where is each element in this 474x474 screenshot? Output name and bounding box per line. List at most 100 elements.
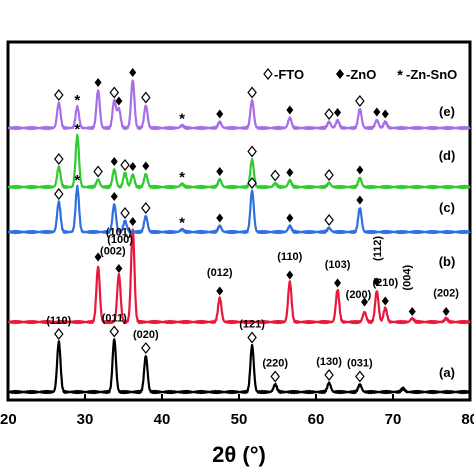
zno-marker [129, 68, 137, 77]
hkl-label: (004) [401, 264, 413, 290]
zno-marker [361, 297, 369, 307]
fto-marker [324, 369, 334, 381]
fto-marker [54, 153, 64, 165]
zno-marker [94, 78, 102, 87]
fto-marker [247, 86, 257, 99]
fto-marker [93, 165, 103, 178]
series-line [7, 133, 471, 190]
legend-zno-symbol [336, 69, 344, 79]
x-tick-label: 30 [77, 411, 94, 428]
x-tick-label: 70 [385, 411, 402, 428]
zno-marker [110, 192, 118, 201]
zno-marker [94, 252, 102, 262]
fto-marker [247, 177, 257, 189]
zno-marker [115, 264, 123, 273]
series-line [7, 228, 471, 325]
fto-marker [54, 188, 64, 200]
x-tick-label: 50 [231, 411, 248, 428]
fto-marker [324, 108, 334, 120]
legend: -FTO -ZnO * -Zn-SnO [263, 67, 457, 84]
zno-marker [115, 96, 123, 106]
hkl-label: (031) [347, 358, 373, 370]
hkl-label: (101) [106, 227, 132, 239]
legend-fto-symbol [263, 68, 273, 80]
fto-marker [54, 89, 64, 101]
zno-marker [373, 277, 381, 287]
x-tick-label: 60 [308, 411, 325, 428]
zno-marker [286, 105, 294, 115]
x-tick-label: 80 [461, 411, 474, 428]
hkl-label: (012) [207, 267, 233, 279]
hkl-label: (020) [133, 329, 159, 341]
zno-marker [216, 213, 224, 223]
hkl-label: (110) [46, 315, 71, 327]
zno-marker [408, 307, 416, 316]
zno-marker [216, 167, 224, 176]
x-tick-label: 20 [0, 411, 17, 428]
curves: (a) (b) (c) (d) (e) [7, 79, 471, 395]
zno-marker [110, 157, 118, 166]
hkl-label: (100) [107, 234, 133, 246]
znsno-marker: * [74, 92, 80, 109]
zno-marker [129, 162, 137, 171]
fto-marker [109, 325, 120, 338]
zno-marker [216, 286, 224, 296]
legend-entry-label: -FTO [274, 67, 304, 82]
fto-marker [355, 95, 365, 107]
x-axis-title: 2θ (°) [212, 442, 266, 467]
znsno-marker: * [179, 215, 185, 232]
zno-marker [356, 195, 364, 205]
fto-marker [247, 331, 257, 344]
x-axis: 20 30 40 50 60 70 80 [0, 394, 474, 428]
zno-marker [334, 278, 342, 288]
curve-label: (d) [439, 148, 456, 163]
legend-znsno-symbol: * [397, 67, 403, 84]
fto-marker [270, 169, 280, 182]
znsno-marker: * [179, 111, 185, 128]
x-tick-label: 40 [154, 411, 171, 428]
zno-marker [286, 213, 294, 223]
znsno-marker: * [74, 121, 80, 138]
zno-marker [373, 107, 381, 117]
curve-label: (c) [439, 200, 455, 215]
fto-marker [247, 145, 257, 158]
peak-annotations: (110) (011) (020) (121) (220) (130) (031) (100)… [46, 68, 459, 383]
curve-label: (b) [439, 254, 456, 269]
fto-marker [141, 342, 151, 354]
hkl-label: (210) [372, 277, 398, 289]
znsno-marker: * [179, 169, 185, 186]
legend-entry-label: -ZnO [346, 67, 376, 82]
fto-marker [120, 159, 130, 171]
zno-marker [381, 109, 389, 119]
fto-marker [54, 328, 64, 340]
fto-marker [120, 207, 130, 219]
hkl-label: (103) [325, 259, 351, 271]
hkl-label: (200) [346, 289, 372, 301]
curve-label: (a) [439, 365, 455, 380]
series-line [7, 184, 471, 235]
zno-marker [286, 168, 294, 177]
fto-marker [324, 169, 334, 181]
hkl-label: (220) [262, 358, 288, 370]
fto-marker [324, 214, 334, 226]
fto-marker [141, 91, 151, 104]
hkl-label: (110) [277, 251, 302, 263]
fto-marker [141, 202, 151, 214]
hkl-label: (002) [100, 246, 126, 258]
zno-marker [286, 270, 294, 280]
legend-entry-label: -Zn-SnO [406, 67, 457, 82]
zno-marker [334, 108, 342, 117]
fto-marker [109, 86, 120, 99]
hkl-label: (011) [102, 313, 127, 325]
curve-label: (e) [439, 104, 455, 119]
zno-marker [142, 161, 150, 171]
fto-marker [270, 370, 280, 383]
zno-marker [381, 296, 389, 306]
hkl-label: (121) [239, 319, 265, 331]
hkl-label: (130) [316, 356, 342, 368]
hkl-label: (112) [372, 236, 384, 261]
fto-marker [355, 370, 365, 383]
hkl-label: (202) [433, 288, 459, 300]
znsno-marker: * [74, 172, 80, 189]
